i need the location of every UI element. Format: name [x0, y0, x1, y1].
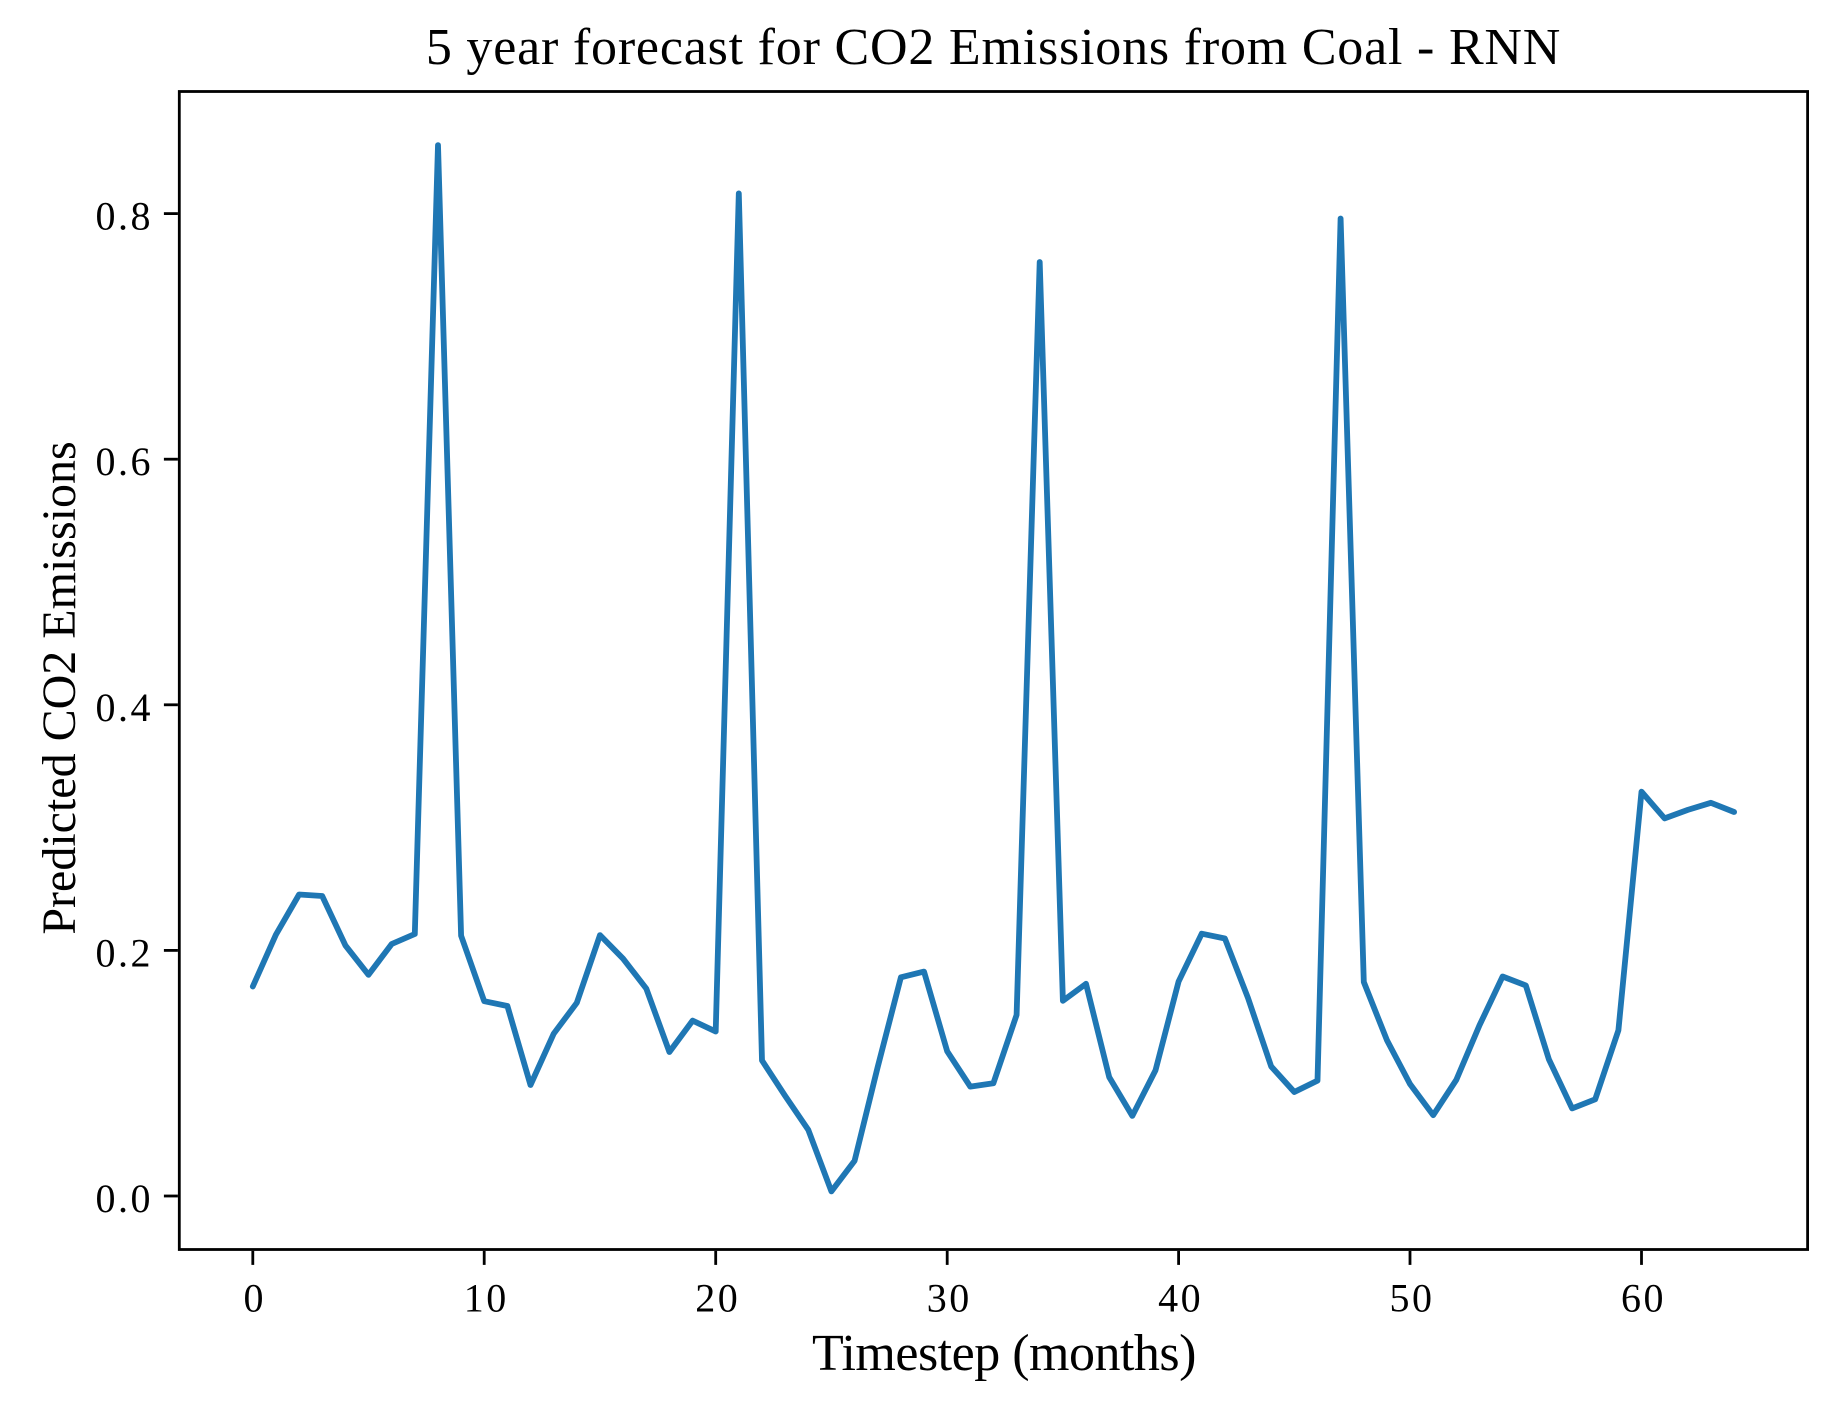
svg-text:Predicted CO2 Emissions: Predicted CO2 Emissions: [33, 441, 86, 934]
svg-text:60: 60: [1621, 1276, 1666, 1321]
svg-text:30: 30: [927, 1276, 972, 1321]
svg-text:0.4: 0.4: [96, 685, 154, 730]
svg-text:Timestep (months): Timestep (months): [812, 1325, 1196, 1382]
svg-text:50: 50: [1390, 1276, 1435, 1321]
svg-text:0.8: 0.8: [96, 194, 154, 239]
svg-text:0: 0: [244, 1276, 267, 1321]
svg-text:0.2: 0.2: [96, 930, 154, 975]
svg-text:0.6: 0.6: [96, 439, 154, 484]
svg-text:5 year forecast for CO2 Emissi: 5 year forecast for CO2 Emissions from C…: [426, 19, 1561, 76]
svg-text:20: 20: [695, 1276, 740, 1321]
svg-text:10: 10: [464, 1276, 509, 1321]
svg-text:40: 40: [1158, 1276, 1203, 1321]
svg-text:0.0: 0.0: [96, 1176, 154, 1221]
